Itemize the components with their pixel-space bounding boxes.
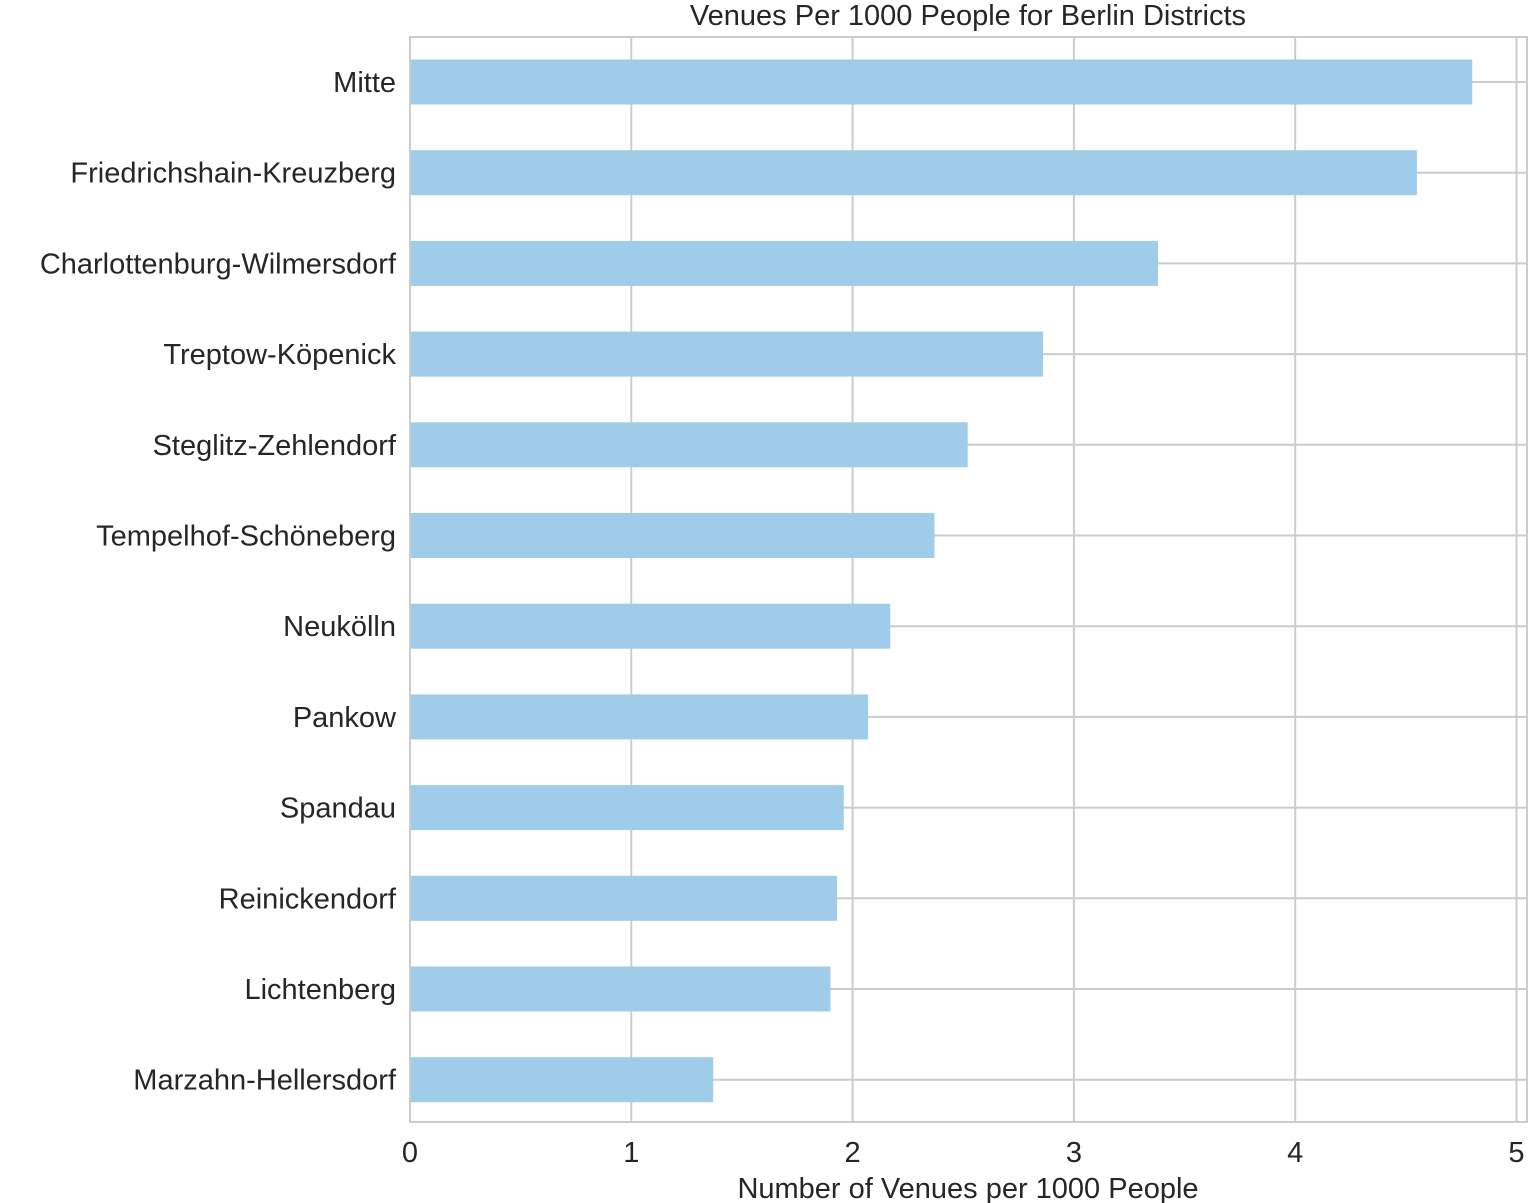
x-tick-label: 0 — [402, 1137, 418, 1169]
bar-marzahn-hellersdorf — [410, 1057, 714, 1103]
y-tick-label: Spandau — [280, 793, 396, 825]
plot-frame — [409, 36, 1528, 1123]
x-axis-label: Number of Venues per 1000 People — [737, 1173, 1198, 1203]
bar-treptow-k-penick — [410, 331, 1043, 377]
bar-spandau — [410, 785, 844, 831]
x-tick-label: 3 — [1066, 1137, 1082, 1169]
y-tick-label: Reinickendorf — [219, 883, 397, 915]
y-tick-label: Steglitz-Zehlendorf — [153, 430, 397, 462]
y-tick-label: Mitte — [333, 67, 396, 99]
y-tick-label: Lichtenberg — [244, 974, 396, 1006]
bar-steglitz-zehlendorf — [410, 422, 968, 468]
x-tick-label: 5 — [1508, 1137, 1524, 1169]
y-tick-label: Tempelhof-Schöneberg — [96, 521, 396, 553]
y-tick-label: Treptow-Köpenick — [163, 339, 396, 371]
bar-tempelhof-sch-neberg — [410, 513, 935, 558]
grid-layer — [409, 37, 1527, 1122]
bar-mitte — [410, 59, 1473, 105]
y-tick-label: Neukölln — [283, 611, 396, 643]
x-tick-label: 4 — [1287, 1137, 1303, 1169]
bar-reinickendorf — [410, 875, 838, 921]
bar-layer — [410, 59, 1473, 1103]
x-tick-label: 1 — [623, 1137, 639, 1169]
x-tick-label: 2 — [845, 1137, 861, 1169]
y-tick-label: Marzahn-Hellersdorf — [133, 1065, 397, 1097]
bar-friedrichshain-kreuzberg — [410, 150, 1417, 196]
bar-pankow — [410, 694, 869, 740]
y-tick-label: Pankow — [293, 702, 397, 734]
chart-title: Venues Per 1000 People for Berlin Distri… — [690, 0, 1246, 32]
y-tick-label: Charlottenburg-Wilmersdorf — [40, 248, 397, 280]
bar-neuk-lln — [410, 603, 891, 649]
bar-charlottenburg-wilmersdorf — [410, 240, 1158, 286]
y-tick-labels: Mitte Friedrichshain-Kreuzberg Charlottenb… — [40, 67, 397, 1097]
bar-lichtenberg — [410, 966, 831, 1012]
x-tick-labels: 0 1 2 3 4 5 — [402, 1137, 1525, 1169]
y-tick-label: Friedrichshain-Kreuzberg — [70, 158, 396, 190]
